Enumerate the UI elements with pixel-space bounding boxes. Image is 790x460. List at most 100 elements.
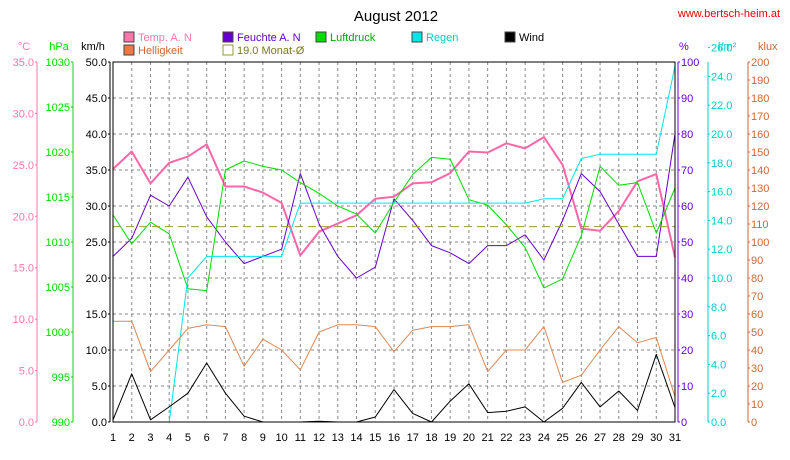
axis-tick-label: 16.0: [711, 187, 732, 199]
plot-frame: [112, 61, 676, 423]
axis-tick-label: 80: [751, 273, 763, 285]
axis-tick-label: 60: [681, 201, 693, 213]
axis-tick-label: 22.0: [711, 100, 732, 112]
x-tick-label: 6: [204, 432, 210, 444]
axis-tick-label: 50.0: [86, 57, 107, 69]
axis-tick-label: 5.0: [92, 381, 107, 393]
axis-tick-label: 90: [681, 93, 693, 105]
axis-tick-label: 6.0: [711, 331, 726, 343]
chart-title: August 2012: [354, 8, 438, 25]
axis-tick-label: 990: [52, 417, 70, 429]
axis-tick-label: 26.0: [711, 43, 732, 55]
axis-tick-label: 30.0: [86, 201, 107, 213]
x-tick-label: 14: [350, 432, 362, 444]
axis-tick-label: 1015: [46, 192, 70, 204]
legend-label: Temp. A. N: [138, 32, 192, 44]
series-line: [112, 133, 676, 279]
x-tick-label: 21: [482, 432, 494, 444]
axis-tick-label: 50: [751, 327, 763, 339]
axis-tick-label: 0.0: [19, 417, 34, 429]
axis-tick-label: 40.0: [86, 129, 107, 141]
x-tick-label: 7: [222, 432, 228, 444]
series-line: [112, 353, 676, 423]
axis-tick-label: 20: [751, 381, 763, 393]
axis-tick-label: 5.0: [19, 366, 34, 378]
axis-unit-label: km/h: [81, 41, 105, 53]
axis-tick-label: 4.0: [711, 359, 726, 371]
x-tick-label: 1: [110, 432, 116, 444]
axis-tick-label: 30: [681, 309, 693, 321]
axis-tick-label: 120: [751, 201, 769, 213]
axis-tick-label: 30.0: [13, 108, 34, 120]
x-tick-label: 8: [241, 432, 247, 444]
legend-swatch: [123, 44, 135, 56]
x-tick-label: 27: [594, 432, 606, 444]
axis-tick-label: 190: [751, 75, 769, 87]
axis-tick-label: 150: [751, 147, 769, 159]
legend-swatch: [315, 31, 327, 43]
axis-tick-label: 100: [751, 237, 769, 249]
axis-tick-label: 12.0: [711, 244, 732, 256]
axis-tick-label: 1005: [46, 282, 70, 294]
x-tick-label: 15: [369, 432, 381, 444]
legend-label: Regen: [426, 32, 458, 44]
axis-tick-label: 15.0: [86, 309, 107, 321]
legend-label: Wind: [519, 32, 544, 44]
series-line: [112, 136, 676, 258]
x-tick-label: 25: [556, 432, 568, 444]
axis-tick-label: 1000: [46, 327, 70, 339]
x-tick-label: 18: [425, 432, 437, 444]
x-tick-label: 5: [185, 432, 191, 444]
x-tick-label: 17: [407, 432, 419, 444]
axis-tick-label: 60: [751, 309, 763, 321]
legend-swatch: [411, 31, 423, 43]
x-tick-label: 23: [519, 432, 531, 444]
axis-tick-label: 24.0: [711, 71, 732, 83]
x-tick-label: 9: [260, 432, 266, 444]
axis-tick-label: 70: [681, 165, 693, 177]
x-tick-label: 16: [388, 432, 400, 444]
x-tick-label: 2: [129, 432, 135, 444]
legend-label: Feuchte A. N: [237, 32, 301, 44]
axis-tick-label: 10: [681, 381, 693, 393]
axis-tick-label: 50: [681, 237, 693, 249]
axis-tick-label: 1030: [46, 57, 70, 69]
axis-unit-label: °C: [18, 41, 30, 53]
axis-tick-label: 20.0: [711, 129, 732, 141]
series-line: [112, 156, 676, 292]
axis-unit-label: l/m²: [718, 41, 737, 53]
axis-tick-label: 110: [751, 219, 769, 231]
legend-label: Helligkeit: [138, 45, 183, 57]
axis-tick-label: 10.0: [711, 273, 732, 285]
axis-tick-label: 100: [681, 57, 699, 69]
x-tick-label: 30: [650, 432, 662, 444]
axis-tick-label: 35.0: [86, 165, 107, 177]
axis-tick-label: 0: [751, 417, 757, 429]
x-tick-label: 11: [295, 432, 306, 444]
x-tick-label: 13: [332, 432, 344, 444]
axis-tick-label: 8.0: [711, 302, 726, 314]
x-tick-label: 24: [538, 432, 550, 444]
legend-swatch: [222, 31, 234, 43]
axis-tick-label: 45.0: [86, 93, 107, 105]
axes: 0.05.010.015.020.025.030.035.09909951000…: [13, 43, 770, 429]
axis-tick-label: 10.0: [13, 314, 34, 326]
series-group: [112, 66, 676, 423]
axis-unit-label: %: [679, 41, 689, 53]
axis-tick-label: 80: [681, 129, 693, 141]
axis-tick-label: 25.0: [86, 237, 107, 249]
axis-tick-label: 70: [751, 291, 763, 303]
axis-tick-label: 140: [751, 165, 769, 177]
source-link[interactable]: www.bertsch-heim.at: [677, 8, 780, 20]
axis-tick-label: 995: [52, 372, 70, 384]
axis-tick-label: 14.0: [711, 215, 732, 227]
axis-tick-label: 200: [751, 57, 769, 69]
axis-tick-label: 20: [681, 345, 693, 357]
axis-tick-label: 130: [751, 183, 769, 195]
axis-tick-label: 0: [681, 417, 687, 429]
x-tick-label: 20: [463, 432, 475, 444]
axis-tick-label: 35.0: [13, 57, 34, 69]
axis-tick-label: 25.0: [13, 160, 34, 172]
axis-tick-label: 1025: [46, 102, 70, 114]
